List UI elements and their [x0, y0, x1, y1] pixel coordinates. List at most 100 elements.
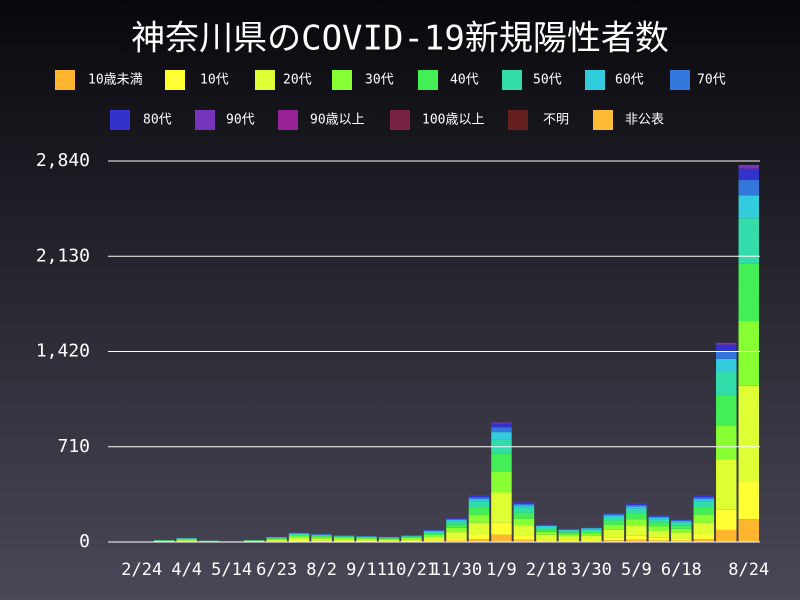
bar-segment	[446, 524, 467, 528]
bar-segment	[378, 538, 400, 540]
bar-segment	[581, 527, 602, 529]
bar-segment	[716, 425, 737, 460]
legend-swatch	[55, 70, 75, 90]
bar-segment	[693, 539, 715, 542]
bar-segment	[311, 537, 332, 539]
bar-segment	[513, 507, 535, 513]
bar-segment	[311, 536, 332, 538]
bar-segment	[401, 536, 422, 537]
bar-segment	[738, 263, 759, 322]
bar-segment	[536, 529, 557, 532]
legend-swatch	[418, 70, 438, 90]
bar-segment	[671, 538, 692, 541]
legend-swatch	[332, 70, 352, 90]
bar-segment	[311, 534, 332, 536]
legend-label: 30代	[365, 73, 394, 88]
bar-segment	[693, 499, 715, 502]
bar-segment	[738, 385, 759, 482]
bar-segment	[603, 537, 625, 541]
bar-segment	[423, 537, 445, 541]
bar-segment	[468, 497, 490, 500]
bar-segment	[446, 527, 467, 533]
bar-segment	[378, 539, 400, 542]
bar-segment	[491, 432, 512, 440]
bar-segment	[693, 497, 715, 500]
legend-label: 90歳以上	[310, 113, 365, 128]
bar-segment	[693, 501, 715, 508]
bar-segment	[693, 534, 715, 540]
bar-segment	[491, 427, 512, 433]
bar-segment	[468, 501, 490, 508]
bar-segment	[671, 528, 692, 533]
bar-segment	[536, 526, 557, 530]
bar-segment	[288, 536, 310, 539]
bar-segment	[446, 521, 467, 525]
bar-segment	[536, 534, 557, 540]
bar-segment	[311, 535, 332, 537]
bar-segment	[603, 520, 625, 525]
chart-title: 神奈川県のCOVID-19新規陽性者数	[131, 19, 669, 59]
bar-segment	[558, 539, 580, 542]
bar-segment	[513, 518, 535, 526]
bar-segment	[626, 526, 647, 536]
bar-segment	[671, 519, 692, 521]
bar-segment	[491, 453, 512, 472]
bar-segment	[581, 529, 602, 531]
bar-segment	[648, 530, 670, 538]
y-tick-label: 2,130	[36, 245, 90, 266]
x-tick-label: 6/23	[256, 560, 297, 580]
x-tick-label: 11/30	[431, 560, 482, 580]
bar-segment	[558, 529, 580, 531]
bar-segment	[356, 539, 377, 541]
bar-segment	[356, 540, 377, 542]
bar-segment	[446, 519, 467, 522]
bar-segment	[446, 518, 467, 520]
bar-segment	[288, 535, 310, 537]
bar-segment	[333, 537, 355, 540]
bar-segment	[176, 538, 197, 539]
legend-label: 40代	[450, 73, 479, 88]
legend-label: 非公表	[625, 113, 664, 128]
bar-segment	[716, 370, 737, 396]
bar-segment	[513, 502, 535, 504]
bar-segment	[558, 530, 580, 533]
legend-label: 80代	[143, 113, 172, 128]
bar-segment	[581, 533, 602, 536]
bar-segment	[558, 536, 580, 540]
bar-segment	[311, 540, 332, 542]
bar-segment	[536, 539, 557, 541]
bar-segment	[266, 539, 287, 542]
legend-label: 70代	[697, 73, 726, 88]
bar-segment	[693, 522, 715, 535]
bar-segment	[423, 540, 445, 542]
legend-swatch	[502, 70, 522, 90]
bar-segment	[513, 512, 535, 519]
bar-segment	[513, 535, 535, 540]
bar-segment	[356, 538, 377, 540]
x-tick-label: 2/18	[526, 560, 567, 580]
bar-segment	[288, 533, 310, 536]
bar-segment	[603, 517, 625, 521]
bar-segment	[536, 525, 557, 527]
bar-segment	[378, 538, 400, 539]
bar-segment	[671, 520, 692, 522]
bar-segment	[333, 540, 355, 542]
bar-segment	[738, 218, 759, 264]
bar-segment	[648, 540, 670, 542]
bar-segment	[603, 529, 625, 538]
bar-segment	[446, 540, 467, 542]
bar-segment	[626, 506, 647, 509]
legend-label: 90代	[226, 113, 255, 128]
bar-segment	[491, 423, 512, 428]
bar-segment	[716, 509, 737, 530]
bar-segment	[423, 533, 445, 536]
bar-segment	[356, 537, 377, 539]
bar-segment	[648, 522, 670, 527]
legend-label: 不明	[543, 113, 569, 128]
bar-segment	[581, 530, 602, 534]
bar-segment	[378, 541, 400, 542]
bar-segment	[603, 540, 625, 542]
x-tick-label: 5/14	[211, 560, 252, 580]
bar-segment	[288, 538, 310, 541]
